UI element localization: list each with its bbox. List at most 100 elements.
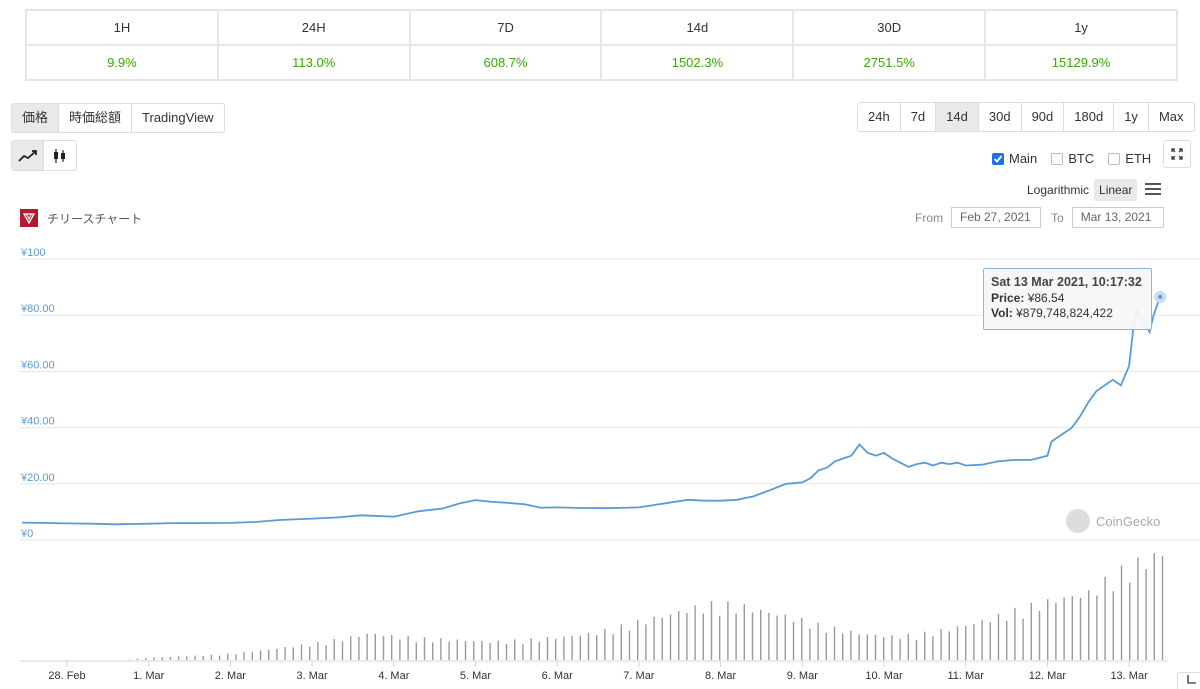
volume-bar: [292, 647, 294, 660]
range-7d[interactable]: 7d: [901, 103, 937, 131]
y-tick-label: ¥80.00: [20, 303, 55, 315]
range-14d[interactable]: 14d: [936, 103, 979, 131]
main-checkbox[interactable]: [992, 152, 1004, 165]
volume-bar: [825, 632, 827, 660]
from-date-input[interactable]: Feb 27, 2021: [951, 207, 1041, 228]
volume-bar: [784, 614, 786, 660]
legend-btc[interactable]: BTC: [1051, 151, 1094, 166]
to-date-input[interactable]: Mar 13, 2021: [1071, 207, 1164, 228]
volume-bar: [259, 650, 262, 660]
tab-market-cap[interactable]: 時価総額: [59, 104, 133, 132]
chart-title-text: チリースチャート: [47, 211, 143, 226]
range-180d[interactable]: 180d: [1064, 103, 1115, 131]
volume-bar: [1088, 590, 1090, 660]
btc-checkbox[interactable]: [1051, 152, 1064, 165]
x-tick-label: 9. Mar: [787, 670, 819, 682]
chiliz-logo-icon: [20, 209, 38, 227]
performance-value-row: 9.9% 113.0% 608.7% 1502.3% 2751.5% 15129…: [25, 44, 1178, 81]
volume-bar: [161, 657, 163, 660]
volume-bar: [177, 656, 180, 660]
volume-bar: [309, 646, 311, 660]
volume-bar: [1129, 582, 1131, 660]
y-tick-label: ¥0: [20, 528, 33, 540]
hover-point: [1154, 290, 1167, 303]
volume-bar: [604, 628, 606, 660]
volume-bar: [1038, 610, 1041, 660]
volume-bar: [514, 639, 516, 660]
volume-bar: [276, 648, 278, 660]
volume-bar: [374, 633, 376, 660]
volume-bar: [702, 613, 704, 660]
volume-bar: [391, 635, 393, 660]
volume-bar: [530, 638, 532, 660]
perf-value-24h: 113.0%: [216, 44, 411, 81]
volume-bar: [407, 636, 409, 660]
volume-bar: [719, 615, 721, 660]
legend-eth[interactable]: ETH: [1108, 151, 1151, 166]
x-tick-label: 6. Mar: [542, 670, 574, 682]
volume-bar: [956, 626, 959, 660]
volume-bar: [833, 626, 836, 660]
range-1y[interactable]: 1y: [1114, 103, 1149, 131]
volume-bar: [612, 634, 614, 660]
volume-bar: [448, 641, 450, 660]
volume-bar: [907, 634, 909, 660]
volume-bar: [637, 620, 639, 660]
perf-value-1h: 9.9%: [25, 44, 219, 81]
range-90d[interactable]: 90d: [1022, 103, 1065, 131]
legend-main[interactable]: Main: [992, 151, 1037, 166]
tab-tradingview[interactable]: TradingView: [142, 110, 214, 125]
volume-bar: [669, 614, 672, 660]
perf-header-7d: 7D: [408, 9, 603, 46]
volume-bar: [1071, 596, 1073, 660]
volume-bar: [333, 639, 335, 660]
range-24h[interactable]: 24h: [858, 103, 901, 131]
volume-bar: [210, 654, 213, 660]
date-range: From Feb 27, 2021 To Mar 13, 2021: [915, 207, 1164, 228]
range-max[interactable]: Max: [1158, 109, 1184, 124]
volume-bar: [1112, 591, 1114, 660]
fullscreen-button[interactable]: [1163, 140, 1191, 168]
to-label: To: [1051, 210, 1064, 225]
hamburger-menu-icon[interactable]: [1145, 182, 1162, 198]
performance-table: 1H 24H 7D 14d 30D 1y 9.9% 113.0% 608.7% …: [25, 9, 1178, 81]
volume-bar: [883, 637, 885, 660]
volume-bar: [235, 654, 237, 660]
volume-bar: [194, 655, 196, 660]
perf-value-1y: 15129.9%: [984, 44, 1178, 81]
volume-bar: [817, 622, 819, 660]
reset-zoom-button[interactable]: [1177, 672, 1200, 689]
chart-title: チリースチャート: [20, 209, 142, 227]
expand-icon: [1171, 148, 1183, 160]
scale-linear[interactable]: Linear: [1094, 179, 1138, 201]
tab-price[interactable]: 価格: [12, 104, 60, 132]
volume-bar: [866, 634, 868, 660]
x-tick-label: 8. Mar: [705, 670, 737, 682]
volume-bar: [399, 639, 401, 660]
line-chart-icon[interactable]: [12, 141, 44, 170]
perf-header-30d: 30D: [792, 9, 987, 46]
volume-bar: [997, 613, 1000, 660]
volume-bar: [382, 636, 385, 660]
volume-bar: [358, 636, 360, 660]
volume-bar: [432, 642, 434, 660]
volume-bar: [1030, 602, 1032, 660]
candlestick-icon[interactable]: [44, 141, 76, 170]
volume-bar: [653, 616, 655, 660]
volume-bar: [751, 612, 754, 660]
eth-checkbox[interactable]: [1108, 152, 1121, 165]
scale-logarithmic[interactable]: Logarithmic: [1027, 183, 1090, 197]
volume-bar: [874, 635, 877, 660]
volume-bar: [1047, 599, 1049, 660]
volume-bar: [1104, 576, 1106, 660]
volume-bar: [145, 658, 147, 660]
price-tooltip: Sat 13 Mar 2021, 10:17:32 Price: ¥86.54 …: [983, 268, 1152, 330]
volume-bar: [735, 613, 737, 660]
volume-bar: [792, 621, 795, 660]
legend-eth-label: ETH: [1125, 151, 1152, 166]
volume-bar: [776, 615, 778, 660]
range-30d[interactable]: 30d: [979, 103, 1022, 131]
volume-bar: [481, 640, 483, 660]
tooltip-price: ¥86.54: [1027, 290, 1065, 305]
